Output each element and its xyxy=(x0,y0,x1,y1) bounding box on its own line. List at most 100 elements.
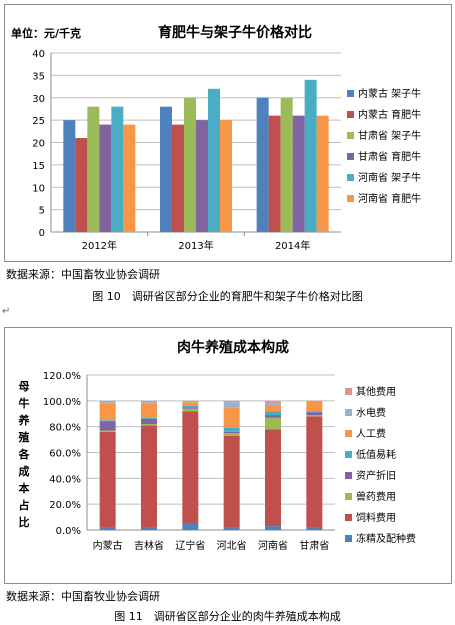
y-tick-label: 120.0% xyxy=(43,371,81,382)
stacked-bar-segment xyxy=(223,407,240,428)
chart-title: 肉牛养殖成本构成 xyxy=(177,339,289,356)
stacked-bar-segment xyxy=(141,400,157,403)
stacked-bar-segment xyxy=(99,420,116,422)
stacked-bar-segment xyxy=(223,435,240,528)
legend-label: 兽药费用 xyxy=(356,490,396,503)
legend-label: 河南省 架子牛 xyxy=(358,171,421,184)
legend-label: 内蒙古 架子牛 xyxy=(358,87,421,100)
legend-label: 甘肃省 架子牛 xyxy=(358,129,421,142)
legend-swatch xyxy=(345,514,352,521)
bar xyxy=(87,106,100,232)
y-tick-label: 15 xyxy=(32,161,45,172)
stacked-bar-segment xyxy=(223,427,240,432)
legend-swatch xyxy=(347,90,354,97)
legend-swatch xyxy=(345,535,352,542)
stacked-bar-segment xyxy=(99,527,116,530)
y-axis-label-char: 成 xyxy=(19,464,30,478)
stacked-bar-segment xyxy=(182,402,199,406)
stacked-bar-segment xyxy=(99,421,116,431)
x-tick-label: 河北省 xyxy=(217,539,247,552)
stacked-bar-segment xyxy=(265,403,281,406)
legend-label: 资产折旧 xyxy=(356,469,396,482)
stacked-bar-segment xyxy=(306,415,323,417)
stacked-bar-segment xyxy=(141,424,157,426)
legend-swatch xyxy=(347,195,354,202)
legend-label: 内蒙古 育肥牛 xyxy=(358,108,421,121)
stacked-bar-segment xyxy=(265,415,281,418)
y-axis-label-char: 比 xyxy=(19,515,30,529)
x-tick-label: 2012年 xyxy=(82,239,117,252)
y-tick-label: 20.0% xyxy=(49,500,81,511)
bar xyxy=(280,97,293,232)
legend-swatch xyxy=(345,388,352,395)
bar xyxy=(196,120,208,232)
legend-label: 水电费 xyxy=(356,406,386,419)
stacked-bar-segment xyxy=(306,400,323,412)
bar xyxy=(184,97,196,232)
stacked-bar-segment xyxy=(182,408,199,412)
y-tick-label: 0.0% xyxy=(56,526,81,537)
y-tick-label: 20 xyxy=(32,139,45,150)
y-tick-label: 10 xyxy=(32,183,45,194)
x-tick-label: 辽宁省 xyxy=(175,539,205,552)
y-tick-label: 100.0% xyxy=(43,397,81,408)
legend-swatch xyxy=(347,153,354,160)
figure-caption-2: 图 11 调研省区部分企业的肉牛养殖成本构成 xyxy=(114,610,341,623)
stacked-bar-segment xyxy=(141,402,157,404)
chart-cost-composition: 肉牛养殖成本构成母牛养殖各成本占比 0.0% 20.0% 40.0% 60.0% 80.0… xyxy=(4,327,452,584)
y-axis-unit-label: 单位：元/千克 xyxy=(11,26,81,40)
y-axis-label-char: 各 xyxy=(18,447,31,461)
stacked-bar-segment xyxy=(141,425,157,528)
stacked-bar-segment xyxy=(141,403,157,418)
legend-swatch xyxy=(345,472,352,479)
stacked-bar-segment xyxy=(265,417,281,430)
x-tick-label: 甘肃省 xyxy=(299,539,329,552)
legend-swatch xyxy=(345,409,352,416)
legend-swatch xyxy=(345,430,352,437)
y-tick-label: 30 xyxy=(32,94,45,105)
y-axis-label-char: 殖 xyxy=(18,430,30,444)
stacked-bar-segment xyxy=(223,527,240,530)
stacked-bar-segment xyxy=(265,406,281,412)
stacked-bar-segment xyxy=(223,431,240,434)
y-tick-label: 35 xyxy=(32,71,45,82)
stacked-bar-segment xyxy=(182,411,199,524)
y-axis-label-char: 养 xyxy=(18,413,31,427)
y-tick-label: 25 xyxy=(32,116,45,127)
y-tick-label: 40 xyxy=(32,49,45,60)
stacked-bar-segment xyxy=(265,400,281,404)
stacked-bar-segment xyxy=(223,402,240,408)
y-axis-label-char: 母 xyxy=(19,380,30,393)
legend-label: 饲料费用 xyxy=(356,511,396,524)
stacked-bar-segment xyxy=(265,429,281,527)
bar xyxy=(208,88,220,232)
y-tick-label: 5 xyxy=(39,206,45,217)
source-note-2: 数据来源：中国畜牧业协会调研 xyxy=(6,590,160,603)
figure-caption-1: 图 10 调研省区部分企业的育肥牛和架子牛价格对比图 xyxy=(92,290,363,303)
stacked-bar-segment xyxy=(223,433,240,436)
stacked-bar-segment xyxy=(306,412,323,416)
bar xyxy=(63,120,76,232)
bar xyxy=(123,124,136,232)
stacked-bar-segment xyxy=(99,402,116,404)
y-axis-label-char: 牛 xyxy=(19,396,30,410)
legend-swatch xyxy=(345,493,352,500)
legend-label: 人工费 xyxy=(356,427,386,440)
stacked-bar-segment xyxy=(223,400,240,403)
x-tick-label: 河南省 xyxy=(258,539,288,552)
stacked-bar-segment xyxy=(141,527,157,530)
bar xyxy=(304,79,317,232)
stacked-bar-segment xyxy=(182,523,199,530)
x-tick-label: 2013年 xyxy=(178,239,213,252)
legend-label: 其他费用 xyxy=(356,385,396,398)
bar xyxy=(256,97,269,232)
stacked-bar-segment xyxy=(182,406,199,408)
stacked-bar-segment xyxy=(182,407,199,409)
y-tick-label: 80.0% xyxy=(49,423,81,434)
stacked-bar-segment xyxy=(306,411,323,413)
stacked-bar-segment xyxy=(99,403,116,421)
stacked-bar-segment xyxy=(99,400,116,403)
stacked-bar-segment xyxy=(99,430,116,432)
bar xyxy=(316,115,329,232)
